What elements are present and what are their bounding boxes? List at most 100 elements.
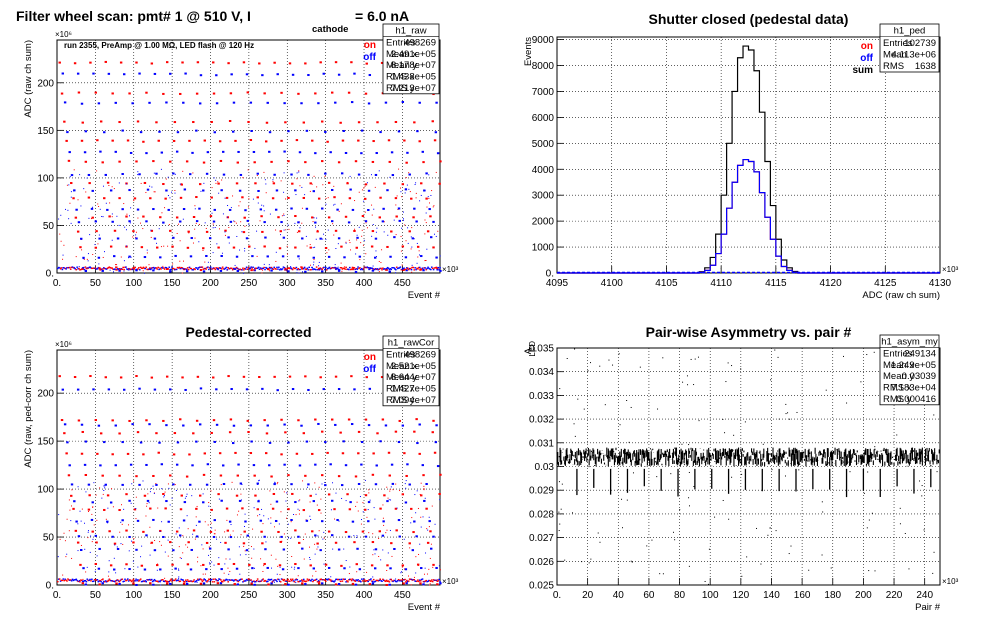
data-point xyxy=(331,418,334,421)
data-point xyxy=(210,490,212,492)
data-point xyxy=(317,197,321,200)
data-point xyxy=(184,388,187,391)
data-point xyxy=(390,268,393,271)
data-point xyxy=(727,362,729,364)
data-point xyxy=(279,268,282,270)
data-point xyxy=(348,573,350,575)
data-point xyxy=(319,267,322,269)
data-point xyxy=(777,356,779,358)
data-point xyxy=(178,569,180,571)
data-point xyxy=(391,555,393,557)
data-point xyxy=(432,566,434,568)
data-point xyxy=(731,365,733,367)
data-point xyxy=(708,548,710,550)
data-point xyxy=(784,475,786,477)
data-point xyxy=(169,197,171,199)
data-point xyxy=(257,515,259,517)
data-point xyxy=(413,269,416,271)
x-axis-exponent: ×10³ xyxy=(442,577,459,586)
data-point xyxy=(367,520,370,523)
data-point xyxy=(75,208,78,211)
data-point xyxy=(116,237,120,240)
data-point xyxy=(297,575,299,577)
data-point xyxy=(59,538,61,540)
data-point xyxy=(115,266,118,268)
x-axis-label: Pair # xyxy=(915,602,941,613)
x-tick-label: 0. xyxy=(553,590,561,601)
y-tick-label: 6000 xyxy=(532,113,555,124)
data-point xyxy=(125,529,128,532)
data-point xyxy=(152,583,155,586)
data-point xyxy=(190,580,193,582)
data-point xyxy=(164,580,167,582)
data-point xyxy=(104,487,106,489)
data-point xyxy=(401,183,405,186)
data-point xyxy=(361,580,364,582)
data-point xyxy=(333,581,335,583)
data-point xyxy=(349,242,351,244)
data-point xyxy=(321,268,323,271)
data-point xyxy=(621,498,623,500)
data-point xyxy=(97,580,100,583)
x-axis-exponent: ×10³ xyxy=(942,265,959,274)
data-point xyxy=(92,267,95,269)
x-tick-label: 200 xyxy=(855,590,872,601)
data-point xyxy=(136,519,140,522)
data-point xyxy=(358,255,362,258)
data-point xyxy=(298,513,300,515)
data-point xyxy=(89,551,91,553)
data-point xyxy=(222,213,224,215)
stats-value: 2.491e+05 xyxy=(391,49,436,60)
x-tick-label: 100 xyxy=(125,590,142,601)
data-point xyxy=(72,579,75,582)
data-point xyxy=(62,258,64,260)
data-point xyxy=(239,268,241,270)
stats-value: 1.427e+05 xyxy=(391,384,436,395)
data-point xyxy=(257,202,259,204)
data-point xyxy=(298,464,302,467)
data-point xyxy=(385,268,388,271)
data-point xyxy=(433,139,437,142)
data-point xyxy=(668,455,670,457)
data-point xyxy=(304,62,307,65)
data-point xyxy=(146,499,150,502)
data-point xyxy=(265,192,267,194)
data-point xyxy=(216,243,218,245)
data-point xyxy=(360,268,362,271)
data-point xyxy=(374,553,376,555)
data-point xyxy=(99,432,103,435)
data-point xyxy=(161,266,163,269)
data-point xyxy=(288,580,290,582)
data-point xyxy=(301,267,304,269)
data-point xyxy=(410,269,413,271)
data-point xyxy=(260,580,263,582)
data-point xyxy=(258,499,260,501)
data-point xyxy=(83,463,87,466)
data-point xyxy=(343,548,345,550)
data-point xyxy=(416,490,418,492)
data-point xyxy=(209,215,213,218)
data-point xyxy=(75,268,78,271)
data-point xyxy=(149,185,151,187)
data-point xyxy=(428,197,430,199)
data-point xyxy=(79,269,81,271)
data-point xyxy=(404,483,406,485)
data-point xyxy=(259,208,263,211)
data-point xyxy=(100,268,102,271)
data-point xyxy=(417,256,419,258)
data-point xyxy=(132,236,134,238)
data-point xyxy=(234,451,237,454)
data-point xyxy=(424,567,426,569)
data-point xyxy=(209,266,212,268)
data-point xyxy=(374,580,377,582)
data-point xyxy=(314,553,316,555)
data-point xyxy=(176,579,179,581)
data-point xyxy=(350,61,353,64)
data-point xyxy=(179,508,183,511)
data-point xyxy=(252,580,254,583)
data-point xyxy=(200,190,202,192)
data-point xyxy=(425,172,428,175)
data-point xyxy=(162,92,165,95)
data-point xyxy=(237,268,240,270)
data-point xyxy=(311,266,313,269)
